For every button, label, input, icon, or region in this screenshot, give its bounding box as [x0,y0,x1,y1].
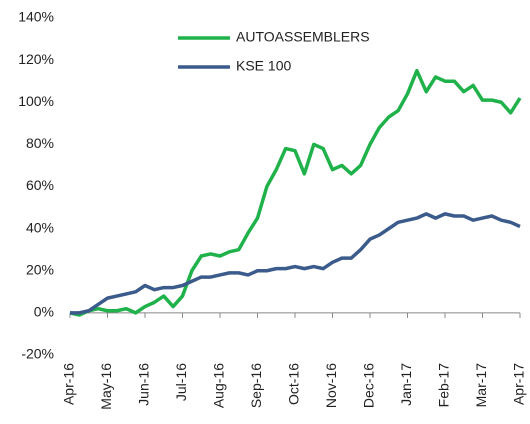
legend-label: KSE 100 [236,58,291,74]
x-tick-label: Apr-17 [511,363,527,405]
x-tick-label: Feb-17 [436,363,452,408]
y-tick-label: 80% [26,135,54,151]
y-tick-label: 120% [18,51,54,67]
x-tick-label: Oct-16 [286,363,302,405]
x-tick-label: Dec-16 [361,363,377,408]
y-tick-label: -20% [21,346,54,362]
legend-label: AUTOASSEMBLERS [236,29,370,45]
x-tick-label: Jun-16 [136,363,152,406]
x-tick-label: Aug-16 [211,363,227,408]
x-tick-label: Mar-17 [473,363,489,408]
y-tick-label: 40% [26,219,54,235]
x-tick-label: Nov-16 [323,363,339,408]
x-tick-label: Apr-16 [61,363,77,405]
y-tick-label: 140% [18,9,54,25]
y-tick-label: 0% [34,304,54,320]
x-tick-label: Jan-17 [398,363,414,406]
series-line [69,68,522,317]
series-line [70,212,521,315]
x-tick-label: Sep-16 [248,363,264,408]
x-tick-label: Jul-16 [173,363,189,401]
y-tick-label: 100% [18,93,54,109]
x-tick-label: May-16 [98,363,114,410]
y-tick-label: 60% [26,177,54,193]
y-tick-label: 20% [26,261,54,277]
